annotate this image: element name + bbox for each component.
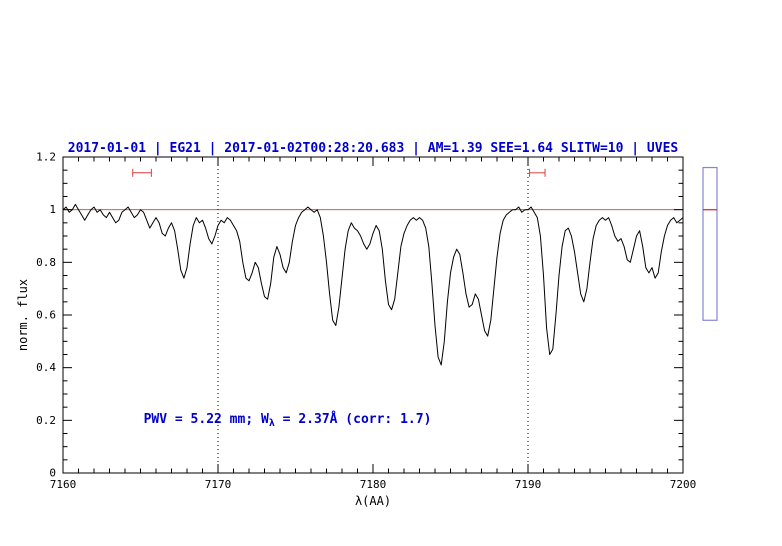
spectrum-series xyxy=(62,203,684,366)
side-gauge-box xyxy=(702,166,718,321)
x-axis-label: λ(AA) xyxy=(355,494,391,508)
y-tick-label: 0.2 xyxy=(36,414,56,427)
x-tick-label: 7160 xyxy=(50,478,77,491)
x-tick-label: 7180 xyxy=(360,478,387,491)
x-tick-label: 7190 xyxy=(515,478,542,491)
y-tick-label: 1.2 xyxy=(36,151,56,164)
spectrum-path xyxy=(62,203,684,366)
range-marker-2 xyxy=(529,168,546,177)
x-tick-label: 7200 xyxy=(670,478,697,491)
range-marker-1 xyxy=(132,168,152,177)
y-tick-label: 0.6 xyxy=(36,309,56,322)
plot-frame-and-ticks: 7160 7170 7180 7190 7200 0 0.2 0.4 0.6 0.8 1 1.2 xyxy=(36,151,696,492)
y-tick-label: 0.4 xyxy=(36,361,56,374)
y-axis-label: norm. flux xyxy=(16,279,30,351)
range-markers xyxy=(132,168,546,177)
pwv-annotation: PWV = 5.22 mm; Wλ = 2.37Å (corr: 1.7) xyxy=(144,411,432,429)
x-tick-label: 7170 xyxy=(205,478,232,491)
y-tick-label: 0 xyxy=(49,467,56,480)
side-gauge xyxy=(702,166,718,321)
y-tick-label: 0.8 xyxy=(36,256,56,269)
y-tick-label: 1 xyxy=(49,203,56,216)
chart-title: 2017-01-01 | EG21 | 2017-01-02T00:28:20.… xyxy=(68,141,679,156)
